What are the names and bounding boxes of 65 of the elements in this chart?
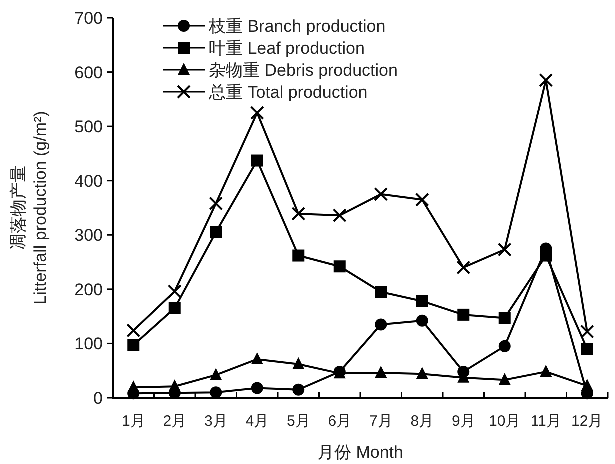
point xyxy=(581,343,594,356)
x-tick-label: 3月 xyxy=(204,413,228,430)
x-tick-label: 4月 xyxy=(246,413,270,430)
point xyxy=(498,340,511,352)
point xyxy=(250,106,264,120)
point xyxy=(210,226,222,238)
point xyxy=(374,187,388,202)
legend-label: 枝重 Branch production xyxy=(208,17,386,36)
point xyxy=(375,318,388,331)
point xyxy=(416,295,428,308)
y-tick-label: 400 xyxy=(74,172,103,191)
point xyxy=(334,260,346,273)
y-tick-label: 600 xyxy=(74,63,103,82)
point xyxy=(540,364,552,377)
x-tick-label: 8月 xyxy=(410,413,434,430)
point xyxy=(539,73,554,88)
y-tick-label: 100 xyxy=(74,334,103,354)
point xyxy=(332,208,347,223)
point xyxy=(456,260,471,275)
y-tick-label: 0 xyxy=(94,389,103,408)
x-tick-label: 1月 xyxy=(122,413,146,430)
point xyxy=(251,154,264,167)
y-tick-label: 500 xyxy=(74,118,103,137)
legend-label: 总重 Total production xyxy=(208,83,368,102)
point xyxy=(292,384,305,396)
point xyxy=(415,192,430,207)
point xyxy=(128,339,140,352)
x-tick-label: 12月 xyxy=(572,413,604,430)
point xyxy=(168,302,181,314)
point xyxy=(375,366,388,378)
point xyxy=(375,286,388,298)
point xyxy=(128,380,140,393)
y-tick-label: 300 xyxy=(74,226,103,246)
point xyxy=(458,308,470,321)
point xyxy=(581,379,594,392)
point xyxy=(168,284,182,299)
x-tick-label: 9月 xyxy=(452,413,476,430)
point xyxy=(580,324,594,339)
x-tick-label: 6月 xyxy=(328,413,352,430)
point xyxy=(416,314,428,327)
point xyxy=(292,357,305,370)
y-tick-label: 200 xyxy=(74,280,103,300)
legend-label: 叶重 Leaf production xyxy=(209,39,365,58)
y-tick-label: 700 xyxy=(74,9,103,28)
point xyxy=(126,324,141,338)
point xyxy=(168,380,181,392)
point xyxy=(209,196,224,211)
point xyxy=(210,368,222,380)
y-axis-title: 凋落物产量 Litterfall production (g/m²) xyxy=(9,111,50,305)
point xyxy=(292,206,306,221)
point xyxy=(292,250,305,262)
point xyxy=(540,250,552,262)
x-tick-label: 7月 xyxy=(369,413,393,430)
x-tick-label: 11月 xyxy=(530,413,562,430)
point xyxy=(498,242,512,257)
x-tick-label: 5月 xyxy=(286,413,310,430)
legend-label: 杂物重 Debris production xyxy=(209,61,398,80)
point xyxy=(498,373,511,386)
point xyxy=(498,312,511,324)
point xyxy=(416,367,428,380)
point xyxy=(251,382,264,394)
point xyxy=(251,352,264,364)
x-tick-label: 2月 xyxy=(163,413,187,430)
x-axis-title: 月份 Month xyxy=(318,443,404,462)
x-tick-label: 10月 xyxy=(489,413,521,430)
